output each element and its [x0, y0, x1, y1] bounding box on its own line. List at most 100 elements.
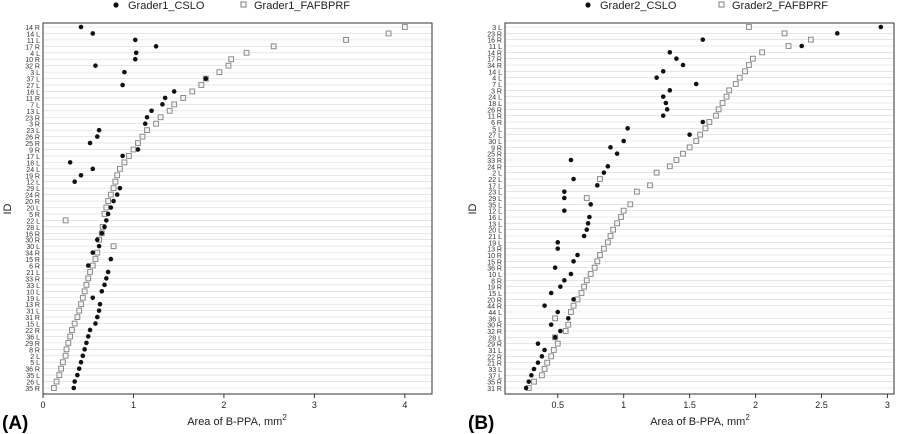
panel-b-point-fafbprf — [653, 169, 660, 176]
panel-b-point-cslo — [878, 24, 884, 30]
panel-b-ytick-label: 15 L — [488, 291, 502, 298]
panel-b-plot-frame — [504, 22, 895, 395]
panel-b-point-fafbprf — [562, 328, 569, 334]
panel-b-xlabel: Area of B-PPA, mm2 — [650, 413, 750, 428]
panel-b-ytick-label: 8 R — [491, 278, 502, 285]
panel-b-xticks: 0.5 1 1.5 2 2.5 3 — [551, 394, 890, 410]
panel-b-ytick-label: 7 L — [492, 82, 502, 89]
panel-b-point-fafbprf — [808, 36, 814, 43]
panel-b-ytick-label: 29 R — [487, 342, 502, 349]
panel-a-ytick-label: 8 R — [29, 347, 40, 354]
panel-b-point-cslo — [588, 202, 594, 207]
panel-a-point-fafbprf — [153, 120, 159, 127]
panel-b-point-fafbprf — [746, 24, 752, 30]
panel-b-point-fafbprf — [570, 302, 577, 309]
panel-a-point-fafbprf — [87, 269, 93, 275]
panel-a-point-cslo — [142, 121, 148, 126]
panel-b-ytick-label: 19 R — [487, 285, 502, 292]
panel-b-ytick-label: 2 L — [492, 171, 502, 178]
panel-b-point-cslo — [575, 252, 580, 258]
panel-b-point-fafbprf — [597, 176, 603, 182]
panel-a-ytick-labels: 14 R14 L11 L17 R4 L10 R32 R3 L37 L27 L16… — [25, 25, 40, 393]
panel-a-ytick-label: 10 R — [25, 57, 40, 64]
panel-b-ytick-label: 35 L — [488, 202, 502, 209]
panel-b-point-cslo — [585, 221, 591, 226]
panel-a-ytick-label: 14 R — [25, 25, 40, 32]
panel-a-ytick-label: 17 R — [25, 44, 40, 51]
panel-a-ytick-label: 34 R — [25, 251, 40, 258]
panel-a-point-cslo — [96, 127, 102, 133]
panel-b-ytick-label: 20 L — [488, 228, 502, 235]
panel-a-point-fafbprf — [126, 153, 132, 159]
panel-a-legend-label-fafbprf: Grader1_FAFBPRF — [254, 0, 350, 12]
panel-b-point-cslo — [614, 151, 620, 156]
panel-b-ytick-label: 10 L — [488, 272, 502, 279]
panel-b-point-fafbprf — [587, 271, 594, 277]
panel-a-point-cslo — [90, 295, 96, 301]
panel-b-ytick-label: 17 L — [488, 183, 502, 190]
panel-a-point-cslo — [71, 385, 77, 391]
panel-b-point-cslo — [558, 328, 563, 334]
panel-b-xtick-label: 1 — [621, 400, 626, 410]
panel-a-point-fafbprf — [144, 127, 150, 134]
panel-b-point-fafbprf — [531, 378, 537, 385]
panel-a-point-fafbprf — [121, 159, 128, 166]
panel-a-point-cslo — [104, 276, 109, 281]
panel-b-point-fafbprf — [607, 233, 614, 239]
panel-b-ytick-label: 35 R — [487, 380, 502, 387]
panel-b-ytick-label: 20 R — [487, 297, 502, 304]
panel-b-point-cslo — [587, 214, 592, 220]
panel-a-point-fafbprf — [74, 314, 81, 320]
panel-a-ytick-label: 11 L — [27, 38, 40, 45]
panel-a-ytick-label: 17 L — [26, 154, 40, 161]
panel-b-point-cslo — [605, 164, 611, 169]
panel-a-xlabel-text: Area of B-PPA, mm — [187, 416, 282, 428]
panel-a-point-cslo — [114, 192, 120, 197]
panel-a-ytick-label: 14 L — [26, 31, 40, 38]
panel-a-point-fafbprf — [385, 30, 392, 37]
panel-a-xtick-label: 3 — [312, 400, 317, 410]
panel-b-ytick-label: 28 L — [488, 335, 502, 342]
panel-a-point-fafbprf — [243, 49, 250, 56]
panel-a-point-cslo — [78, 359, 84, 365]
panel-b-point-fafbprf — [552, 315, 559, 322]
panel-a-point-fafbprf — [202, 75, 209, 82]
panel-b-ytick-label: 5 L — [492, 126, 502, 133]
panel-a-ytick-label: 18 L — [26, 160, 40, 167]
panel-a-point-cslo — [94, 134, 100, 139]
panel-b-point-fafbprf — [633, 188, 640, 195]
panel-b-ytick-label: 3 R — [491, 88, 502, 95]
panel-b-point-cslo — [700, 119, 706, 125]
panel-b-point-cslo — [571, 176, 576, 182]
panel-a-point-cslo — [67, 160, 73, 165]
panel-b-ytick-label: 31 L — [488, 348, 502, 355]
panel-b-ytick-label: 31 R — [487, 386, 502, 393]
panel-b-series-fafbprf — [525, 24, 814, 391]
panel-b-point-cslo — [548, 322, 554, 327]
panel-a-point-cslo — [99, 230, 105, 236]
panel-b-series-cslo — [523, 24, 884, 391]
panel-b-ytick-label: 22 L — [488, 177, 502, 184]
panel-b-point-cslo — [693, 81, 699, 87]
panel-b-point-fafbprf — [686, 144, 693, 151]
panel-b-legend-marker-fafbprf — [718, 1, 725, 8]
panel-b-point-fafbprf — [746, 62, 752, 68]
panel-b-grid — [505, 26, 894, 389]
panel-b-point-cslo — [663, 100, 669, 106]
panel-b-point-cslo — [664, 107, 670, 112]
panel-b-point-fafbprf — [697, 131, 704, 138]
panel-a-ytick-label: 3 R — [29, 122, 40, 129]
panel-a-xtick-label: 1 — [131, 400, 136, 410]
panel-b-ytick-label: 33 L — [488, 367, 502, 374]
panel-a-point-fafbprf — [98, 230, 105, 237]
panel-b-ytick-label: 16 R — [487, 38, 502, 45]
panel-a-ytick-label: 15 L — [26, 322, 40, 329]
panel-a-point-cslo — [94, 237, 100, 243]
panel-a-ytick-label: 29 R — [25, 341, 40, 348]
panel-a-point-fafbprf — [401, 24, 408, 30]
panel-b-legend-marker-cslo — [585, 2, 591, 8]
panel-b-xlabel-text: Area of B-PPA, mm — [650, 416, 745, 428]
panel-b-point-cslo — [799, 43, 804, 49]
panel-b-ytick-label: 32 R — [487, 329, 502, 336]
